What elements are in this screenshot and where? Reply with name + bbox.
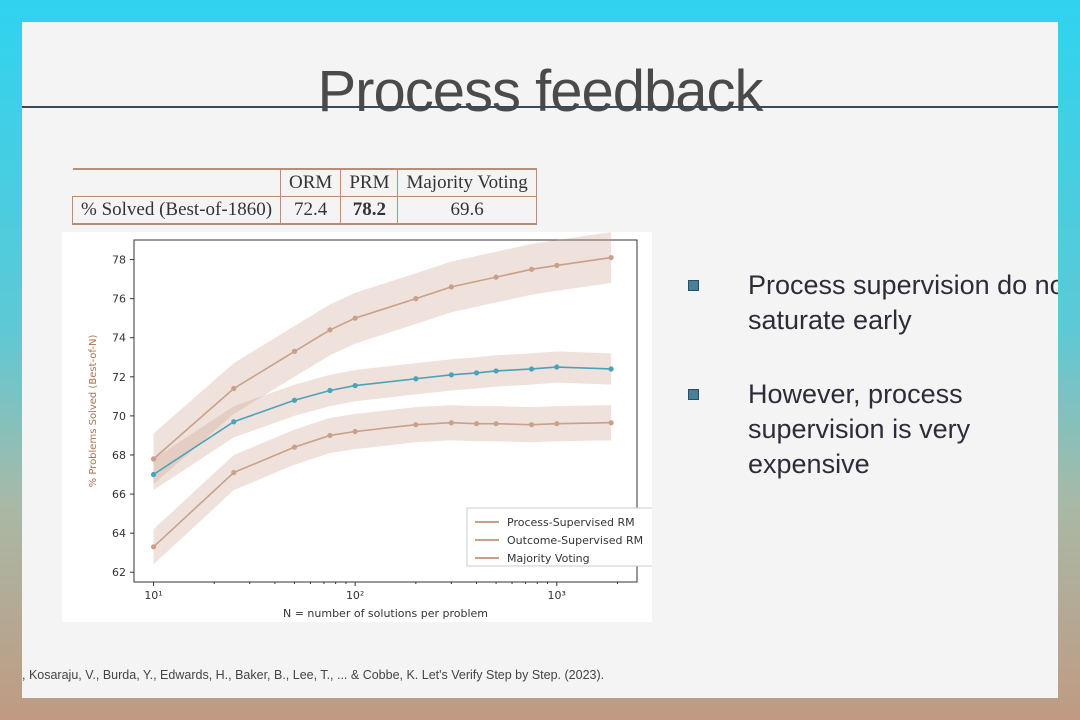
citation: , Kosaraju, V., Burda, Y., Edwards, H., … [22, 668, 605, 682]
legend-label: Process-Supervised RM [507, 516, 635, 529]
data-point [448, 420, 454, 426]
bullet-square-icon [688, 389, 699, 400]
y-tick-label: 66 [112, 488, 126, 501]
y-tick-label: 74 [112, 332, 126, 345]
plot-frame [133, 239, 638, 583]
data-point [554, 364, 560, 370]
data-point [327, 432, 333, 439]
data-point [554, 262, 560, 269]
y-tick-label: 68 [112, 449, 126, 462]
slide: Process feedback ORM PRM Majority Voting… [22, 22, 1058, 698]
legend-label: Majority Voting [507, 552, 590, 565]
best-of-n-chart: 62 64 66 68 70 72 74 76 78 10¹ 10² 10³ N = number of… [62, 232, 652, 622]
data-point [150, 471, 157, 478]
y-tick-label: 72 [112, 371, 126, 384]
table-header-prm: PRM [340, 169, 398, 197]
bullet-text: Process supervision do not saturate earl… [748, 270, 1058, 335]
bullet-square-icon [688, 280, 699, 291]
data-point [608, 254, 614, 261]
series-line [153, 366, 612, 476]
data-point [231, 469, 237, 476]
data-point [352, 382, 358, 389]
data-point [291, 348, 298, 354]
table-cell-majority: 69.6 [397, 196, 537, 224]
data-point [608, 366, 614, 372]
table-header-empty [72, 169, 281, 197]
data-point [554, 421, 560, 427]
bullet-text: However, process supervision is very exp… [748, 379, 971, 479]
data-point [473, 421, 480, 427]
data-point [528, 266, 535, 272]
data-point [150, 456, 157, 462]
slide-title: Process feedback [317, 59, 763, 124]
data-point [608, 420, 614, 426]
data-point [413, 296, 419, 302]
data-point [231, 419, 237, 425]
data-point [291, 444, 298, 450]
data-point [352, 315, 358, 321]
results-table: ORM PRM Majority Voting % Solved (Best-o… [71, 168, 537, 225]
data-point [473, 370, 480, 376]
y-tick-label: 70 [112, 410, 126, 423]
table-cell-orm: 72.4 [280, 196, 341, 224]
data-point [327, 327, 333, 333]
data-point [528, 422, 535, 428]
table-cell-prm: 78.2 [340, 196, 398, 224]
legend-box [466, 507, 652, 567]
y-tick-label: 62 [112, 566, 126, 579]
series-line [152, 421, 612, 548]
data-point [448, 372, 454, 378]
table-header-majority: Majority Voting [397, 169, 537, 197]
series-band [153, 351, 612, 491]
table-row-label: % Solved (Best-of-1860) [71, 196, 281, 224]
data-point [493, 274, 499, 280]
x-tick-label: 10³ [548, 589, 566, 602]
data-point [413, 376, 419, 382]
data-point [413, 422, 419, 428]
y-tick-label: 64 [112, 527, 126, 540]
x-tick-label: 10¹ [144, 589, 162, 602]
x-tick-label: 10² [346, 589, 364, 602]
data-point [352, 428, 358, 435]
data-point [150, 544, 157, 550]
data-point [291, 397, 298, 403]
y-axis-label: % Problems Solved (Best-of-N) [88, 335, 99, 488]
table-row: % Solved (Best-of-1860) 72.4 78.2 69.6 [71, 196, 537, 224]
y-tick-label: 78 [112, 254, 126, 267]
data-point [528, 366, 535, 372]
series-band [153, 405, 612, 565]
table-header-row: ORM PRM Majority Voting [72, 169, 537, 197]
table-header-orm: ORM [280, 169, 341, 197]
data-point [448, 284, 454, 290]
x-axis-label: N = number of solutions per problem [283, 607, 488, 620]
data-point [231, 385, 237, 392]
data-point [327, 387, 333, 394]
series-band [153, 232, 612, 485]
title-divider [22, 106, 1058, 108]
legend-label: Outcome-Supervised RM [507, 534, 643, 547]
y-tick-label: 76 [112, 293, 126, 306]
data-point [493, 368, 499, 374]
data-point [493, 421, 499, 427]
